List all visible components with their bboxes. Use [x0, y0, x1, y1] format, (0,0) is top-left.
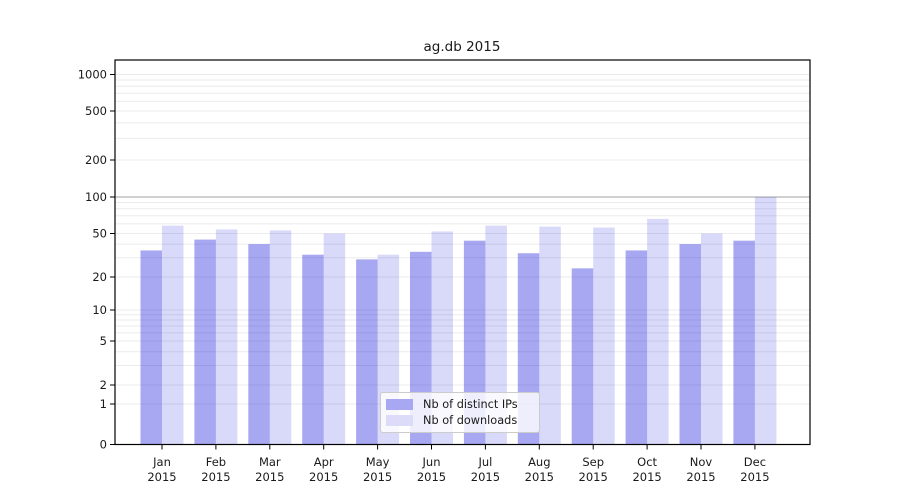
xtick-label-month-oct: Oct [637, 455, 657, 469]
bar-ips-dec [733, 240, 755, 445]
legend-swatch-downloads [386, 415, 413, 426]
ytick-label-5: 5 [100, 334, 107, 348]
xtick-label-year-jul: 2015 [471, 470, 500, 484]
xtick-label-year-may: 2015 [363, 470, 392, 484]
legend-item-distinct-ips: Nb of distinct IPs [386, 397, 533, 412]
xtick-label-month-mar: Mar [259, 455, 281, 469]
ytick-label-20: 20 [92, 270, 107, 284]
legend-label-distinct-ips: Nb of distinct IPs [423, 398, 518, 411]
bar-downloads-dec [754, 197, 777, 445]
bar-ips-sep [571, 268, 594, 445]
bar-downloads-jul [485, 225, 507, 445]
xtick-label-year-mar: 2015 [255, 470, 284, 484]
xtick-label-year-aug: 2015 [525, 470, 554, 484]
bar-ips-jan [140, 250, 162, 445]
legend-item-downloads: Nb of downloads [386, 413, 533, 428]
bar-downloads-apr [323, 233, 346, 445]
bar-downloads-aug [539, 226, 561, 445]
xtick-label-month-aug: Aug [528, 455, 550, 469]
bar-ips-mar [248, 244, 270, 445]
xtick-label-month-nov: Nov [690, 455, 713, 469]
xtick-label-year-dec: 2015 [740, 470, 769, 484]
bar-downloads-mar [269, 230, 292, 445]
ytick-label-100: 100 [85, 190, 107, 204]
ytick-label-1: 1 [100, 397, 107, 411]
gridlines-group [115, 74, 810, 405]
ytick-label-10: 10 [92, 303, 107, 317]
xtick-label-year-nov: 2015 [686, 470, 715, 484]
plot-border [114, 59, 811, 446]
ytick-label-2: 2 [100, 378, 107, 392]
xtick-label-month-jul: Jul [477, 455, 492, 469]
bars-group [140, 197, 777, 445]
bar-downloads-nov [701, 233, 723, 445]
xtick-label-year-feb: 2015 [201, 470, 230, 484]
xtick-label-year-oct: 2015 [632, 470, 661, 484]
bar-ips-nov [679, 244, 701, 445]
xtick-label-month-apr: Apr [314, 455, 334, 469]
xtick-label-month-feb: Feb [206, 455, 226, 469]
bar-downloads-feb [215, 229, 238, 445]
bar-ips-apr [302, 254, 324, 445]
bar-downloads-sep [593, 227, 615, 445]
xtick-label-month-may: May [366, 455, 390, 469]
xtick-label-year-apr: 2015 [309, 470, 338, 484]
ytick-label-50: 50 [92, 227, 107, 241]
axes-group: 01251020501002005001000Jan2015Feb2015Mar… [78, 59, 811, 484]
xtick-label-month-sep: Sep [582, 455, 604, 469]
xtick-label-year-jun: 2015 [417, 470, 446, 484]
legend: Nb of distinct IPs Nb of downloads [380, 392, 540, 433]
bar-ips-feb [194, 239, 216, 445]
xtick-label-month-jun: Jun [422, 455, 441, 469]
legend-label-downloads: Nb of downloads [423, 414, 518, 427]
bar-downloads-jun [431, 231, 453, 445]
chart-title: ag.db 2015 [424, 39, 501, 55]
bar-downloads-jan [162, 225, 184, 445]
bar-ips-may [356, 259, 378, 445]
xtick-label-year-jan: 2015 [147, 470, 176, 484]
ytick-label-0: 0 [100, 438, 107, 452]
xtick-label-year-sep: 2015 [579, 470, 608, 484]
bar-downloads-oct [647, 218, 669, 445]
xtick-label-month-jan: Jan [152, 455, 171, 469]
bar-ips-oct [625, 250, 648, 445]
ytick-label-500: 500 [85, 104, 107, 118]
legend-swatch-distinct-ips [386, 399, 413, 410]
ytick-label-200: 200 [85, 153, 107, 167]
ytick-label-1000: 1000 [78, 68, 107, 82]
xtick-label-month-dec: Dec [744, 455, 766, 469]
